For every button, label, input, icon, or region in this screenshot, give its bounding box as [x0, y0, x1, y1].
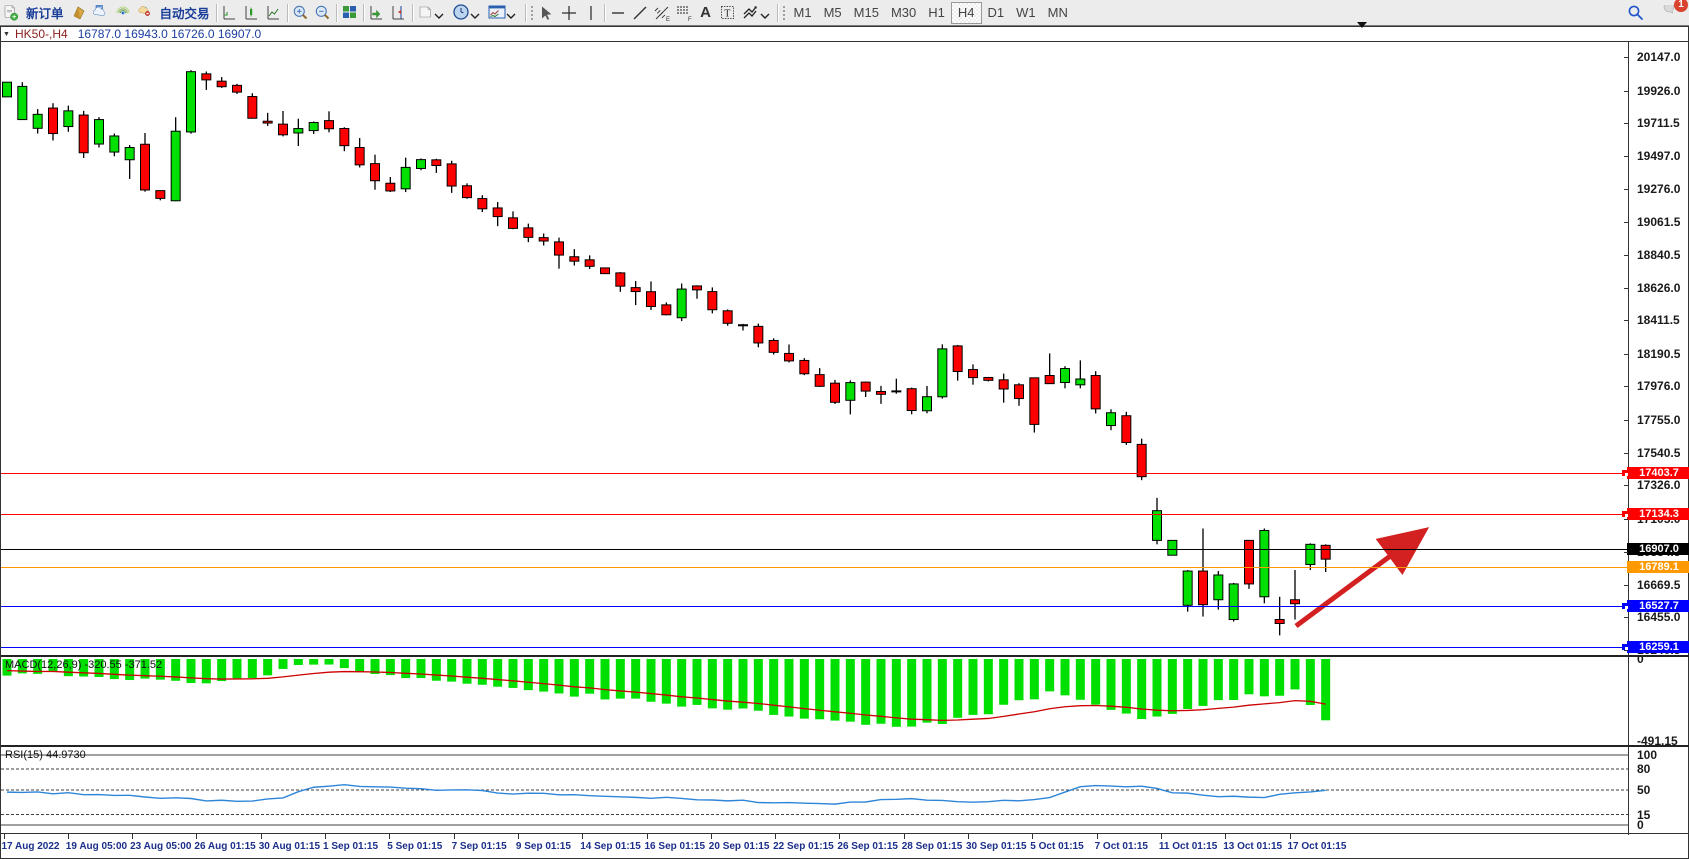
svg-text:F: F	[688, 17, 692, 22]
svg-text:E: E	[666, 17, 670, 22]
svg-text:T: T	[724, 8, 730, 19]
